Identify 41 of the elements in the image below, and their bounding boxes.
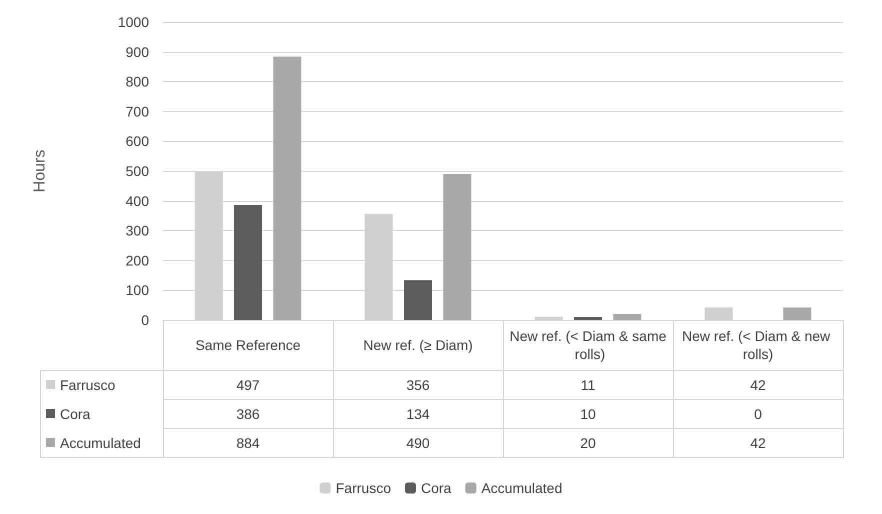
data-label: 490 [333, 428, 503, 457]
bar [404, 280, 432, 320]
y-tick-label: 1000 [118, 14, 150, 30]
legend-label: Cora [420, 480, 452, 496]
data-label: 0 [673, 399, 843, 428]
bar [783, 307, 812, 320]
y-tick-label: 100 [126, 282, 150, 298]
data-label: 20 [503, 428, 673, 457]
legend-label: Farrusco [59, 376, 116, 394]
y-tick-label: 900 [126, 44, 150, 60]
data-label: 497 [235, 376, 261, 394]
data-label: 10 [579, 404, 597, 424]
data-label: 42 [673, 370, 843, 399]
y-tick-label: 200 [126, 252, 150, 268]
data-label: 42 [673, 428, 843, 457]
text: Farrusco [336, 480, 391, 496]
bar [574, 317, 602, 320]
bar [443, 174, 472, 320]
bar [273, 56, 302, 320]
bar [234, 204, 262, 320]
y-tick-label: 600 [126, 133, 150, 150]
text: Cora [60, 406, 90, 422]
x-tick-label: Same Reference [195, 337, 301, 353]
y-tick-label: 800 [126, 74, 150, 90]
legend-label: Accumulated [481, 480, 562, 496]
data-label: 11 [580, 376, 596, 394]
x-tick-label: New ref. (< Diam & new rolls) [682, 328, 834, 362]
data-label: 386 [235, 404, 261, 424]
y-tick-label: 300 [126, 222, 150, 239]
text: Accumulated [60, 434, 141, 450]
data-label: 356 [405, 376, 431, 394]
x-tick-label: New ref. (< Diam & same rolls) [510, 328, 667, 362]
y-tick-label: 0 [141, 312, 150, 328]
y-tick-label: 700 [126, 103, 150, 120]
y-tick-label: 400 [126, 192, 150, 209]
data-label: 134 [405, 404, 431, 424]
y-tick-label: 500 [126, 163, 150, 179]
data-label: 884 [163, 428, 333, 457]
x-tick-label: New ref. (≥ Diam) [363, 337, 473, 353]
y-axis-title: Hours [32, 150, 48, 192]
bar [613, 314, 642, 320]
